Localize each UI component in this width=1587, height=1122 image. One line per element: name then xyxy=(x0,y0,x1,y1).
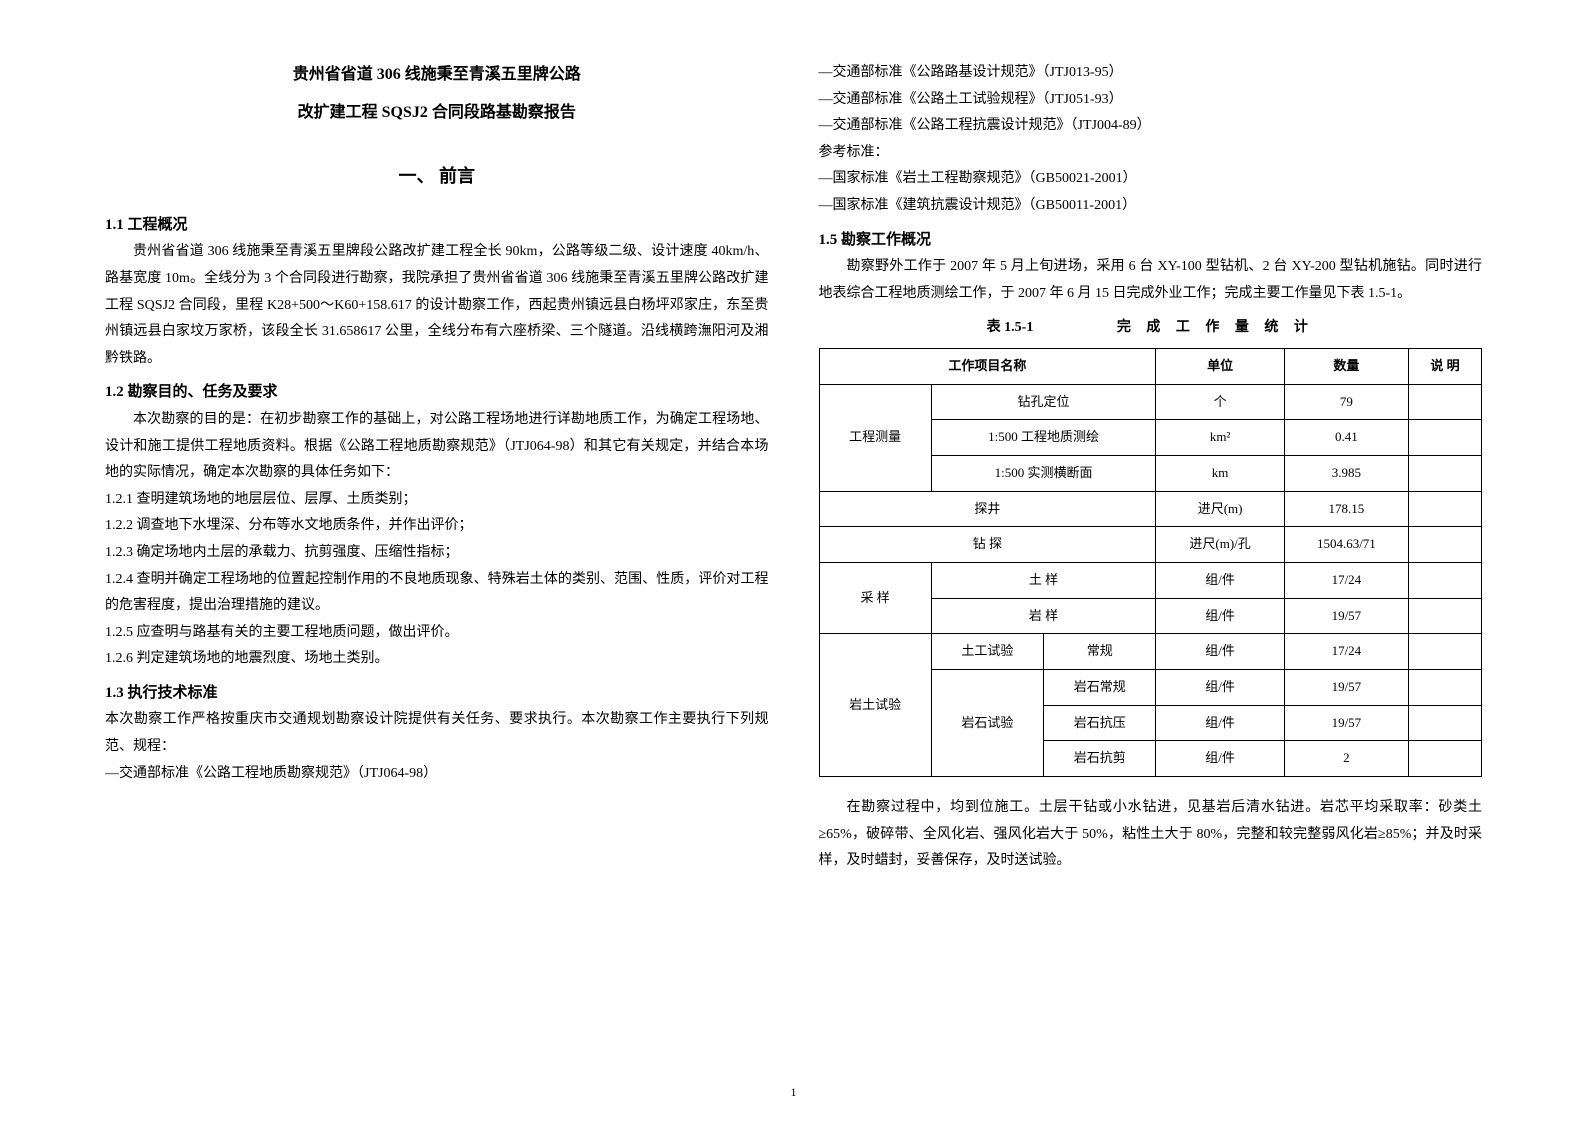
group-rock-soil-test: 岩土试验 xyxy=(819,634,931,777)
cell-qty: 2 xyxy=(1284,741,1408,777)
cell-unit: 组/件 xyxy=(1156,598,1284,634)
cell-qty: 79 xyxy=(1284,384,1408,420)
cell-name: 常规 xyxy=(1044,634,1156,670)
cell-name: 岩 样 xyxy=(931,598,1156,634)
cell-qty: 19/57 xyxy=(1284,670,1408,706)
cell-qty: 3.985 xyxy=(1284,455,1408,491)
cell-name: 1:500 工程地质测绘 xyxy=(931,420,1156,456)
cell-note xyxy=(1408,670,1481,706)
page-number: 1 xyxy=(791,1081,797,1104)
cell-qty: 19/57 xyxy=(1284,705,1408,741)
table-row: 采 样 土 样 组/件 17/24 xyxy=(819,562,1482,598)
item-1-2-2: 1.2.2 调查地下水埋深、分布等水文地质条件，并作出评价； xyxy=(105,513,769,540)
standard-3: —交通部标准《公路土工试验规程》（JTJ051-93） xyxy=(819,87,1483,114)
cell-name: 土 样 xyxy=(931,562,1156,598)
cell-unit: 进尺(m) xyxy=(1156,491,1284,527)
cell-unit: 组/件 xyxy=(1156,562,1284,598)
title-block: 贵州省省道 306 线施秉至青溪五里牌公路 改扩建工程 SQSJ2 合同段路基勘… xyxy=(105,60,769,193)
cell-name: 岩石常规 xyxy=(1044,670,1156,706)
group-engineering-survey: 工程测量 xyxy=(819,384,931,491)
cell-qty: 0.41 xyxy=(1284,420,1408,456)
standard-2: —交通部标准《公路路基设计规范》（JTJ013-95） xyxy=(819,60,1483,87)
th-name: 工作项目名称 xyxy=(819,348,1156,384)
section-1-3-para: 本次勘察工作严格按重庆市交通规划勘察设计院提供有关任务、要求执行。本次勘察工作主… xyxy=(105,707,769,760)
item-1-2-3: 1.2.3 确定场地内土层的承载力、抗剪强度、压缩性指标； xyxy=(105,540,769,567)
cell-note xyxy=(1408,598,1481,634)
cell-note xyxy=(1408,384,1481,420)
cell-qty: 1504.63/71 xyxy=(1284,527,1408,563)
reference-2: —国家标准《建筑抗震设计规范》（GB50011-2001） xyxy=(819,193,1483,220)
table-caption-left: 表 1.5-1 xyxy=(987,315,1034,342)
cell-name: 钻 探 xyxy=(819,527,1156,563)
section-1-2-para: 本次勘察的目的是：在初步勘察工作的基础上，对公路工程场地进行详勘地质工作，为确定… xyxy=(105,407,769,487)
table-header-row: 工作项目名称 单位 数量 说 明 xyxy=(819,348,1482,384)
group-sampling: 采 样 xyxy=(819,562,931,633)
cell-unit: 个 xyxy=(1156,384,1284,420)
chapter-heading: 一、 前言 xyxy=(105,159,769,193)
table-caption-right: 完 成 工 作 量 统 计 xyxy=(1117,320,1314,335)
standard-1: —交通部标准《公路工程地质勘察规范》（JTJ064-98） xyxy=(105,761,769,788)
right-column: —交通部标准《公路路基设计规范》（JTJ013-95） —交通部标准《公路土工试… xyxy=(794,60,1508,1082)
cell-qty: 19/57 xyxy=(1284,598,1408,634)
cell-unit: 进尺(m)/孔 xyxy=(1156,527,1284,563)
cell-note xyxy=(1408,562,1481,598)
table-row: 探井 进尺(m) 178.15 xyxy=(819,491,1482,527)
cell-note xyxy=(1408,491,1481,527)
cell-note xyxy=(1408,741,1481,777)
title-line-1: 贵州省省道 306 线施秉至青溪五里牌公路 xyxy=(105,60,769,90)
item-1-2-1: 1.2.1 查明建筑场地的地层层位、层厚、土质类别； xyxy=(105,487,769,514)
cell-qty: 17/24 xyxy=(1284,562,1408,598)
cell-unit: 组/件 xyxy=(1156,741,1284,777)
cell-name: 探井 xyxy=(819,491,1156,527)
section-1-1-head: 1.1 工程概况 xyxy=(105,211,769,240)
cell-unit: 组/件 xyxy=(1156,705,1284,741)
standard-4: —交通部标准《公路工程抗震设计规范》（JTJ004-89） xyxy=(819,113,1483,140)
table-caption: 表 1.5-1 完 成 工 作 量 统 计 xyxy=(819,315,1483,342)
subgroup-rock-test: 岩石试验 xyxy=(931,670,1043,777)
section-1-5-head: 1.5 勘察工作概况 xyxy=(819,226,1483,255)
item-1-2-5: 1.2.5 应查明与路基有关的主要工程地质问题，做出评价。 xyxy=(105,620,769,647)
cell-qty: 17/24 xyxy=(1284,634,1408,670)
th-note: 说 明 xyxy=(1408,348,1481,384)
cell-note xyxy=(1408,420,1481,456)
item-1-2-6: 1.2.6 判定建筑场地的地震烈度、场地土类别。 xyxy=(105,646,769,673)
cell-note xyxy=(1408,455,1481,491)
cell-name: 岩石抗剪 xyxy=(1044,741,1156,777)
cell-name: 1:500 实测横断面 xyxy=(931,455,1156,491)
item-1-2-4: 1.2.4 查明并确定工程场地的位置起控制作用的不良地质现象、特殊岩土体的类别、… xyxy=(105,567,769,620)
cell-unit: km xyxy=(1156,455,1284,491)
th-unit: 单位 xyxy=(1156,348,1284,384)
cell-unit: 组/件 xyxy=(1156,634,1284,670)
th-qty: 数量 xyxy=(1284,348,1408,384)
reference-1: —国家标准《岩土工程勘察规范》（GB50021-2001） xyxy=(819,166,1483,193)
section-1-2-head: 1.2 勘察目的、任务及要求 xyxy=(105,378,769,407)
subgroup-soil-test: 土工试验 xyxy=(931,634,1043,670)
cell-note xyxy=(1408,527,1481,563)
cell-qty: 178.15 xyxy=(1284,491,1408,527)
table-row: 岩土试验 土工试验 常规 组/件 17/24 xyxy=(819,634,1482,670)
section-1-3-head: 1.3 执行技术标准 xyxy=(105,679,769,708)
cell-note xyxy=(1408,634,1481,670)
cell-unit: km² xyxy=(1156,420,1284,456)
work-quantity-table: 工作项目名称 单位 数量 说 明 工程测量 钻孔定位 个 79 1:500 工程… xyxy=(819,348,1483,777)
footer-paragraph: 在勘察过程中，均到位施工。土层干钻或小水钻进，见基岩后清水钻进。岩芯平均采取率：… xyxy=(819,795,1483,875)
title-line-2: 改扩建工程 SQSJ2 合同段路基勘察报告 xyxy=(105,98,769,128)
table-row: 工程测量 钻孔定位 个 79 xyxy=(819,384,1482,420)
section-1-5-para: 勘察野外工作于 2007 年 5 月上旬进场，采用 6 台 XY-100 型钻机… xyxy=(819,254,1483,307)
cell-name: 钻孔定位 xyxy=(931,384,1156,420)
section-1-1-para: 贵州省省道 306 线施秉至青溪五里牌段公路改扩建工程全长 90km，公路等级二… xyxy=(105,239,769,372)
table-row: 钻 探 进尺(m)/孔 1504.63/71 xyxy=(819,527,1482,563)
left-column: 贵州省省道 306 线施秉至青溪五里牌公路 改扩建工程 SQSJ2 合同段路基勘… xyxy=(80,60,794,1082)
reference-label: 参考标准： xyxy=(819,140,1483,167)
cell-note xyxy=(1408,705,1481,741)
cell-name: 岩石抗压 xyxy=(1044,705,1156,741)
cell-unit: 组/件 xyxy=(1156,670,1284,706)
